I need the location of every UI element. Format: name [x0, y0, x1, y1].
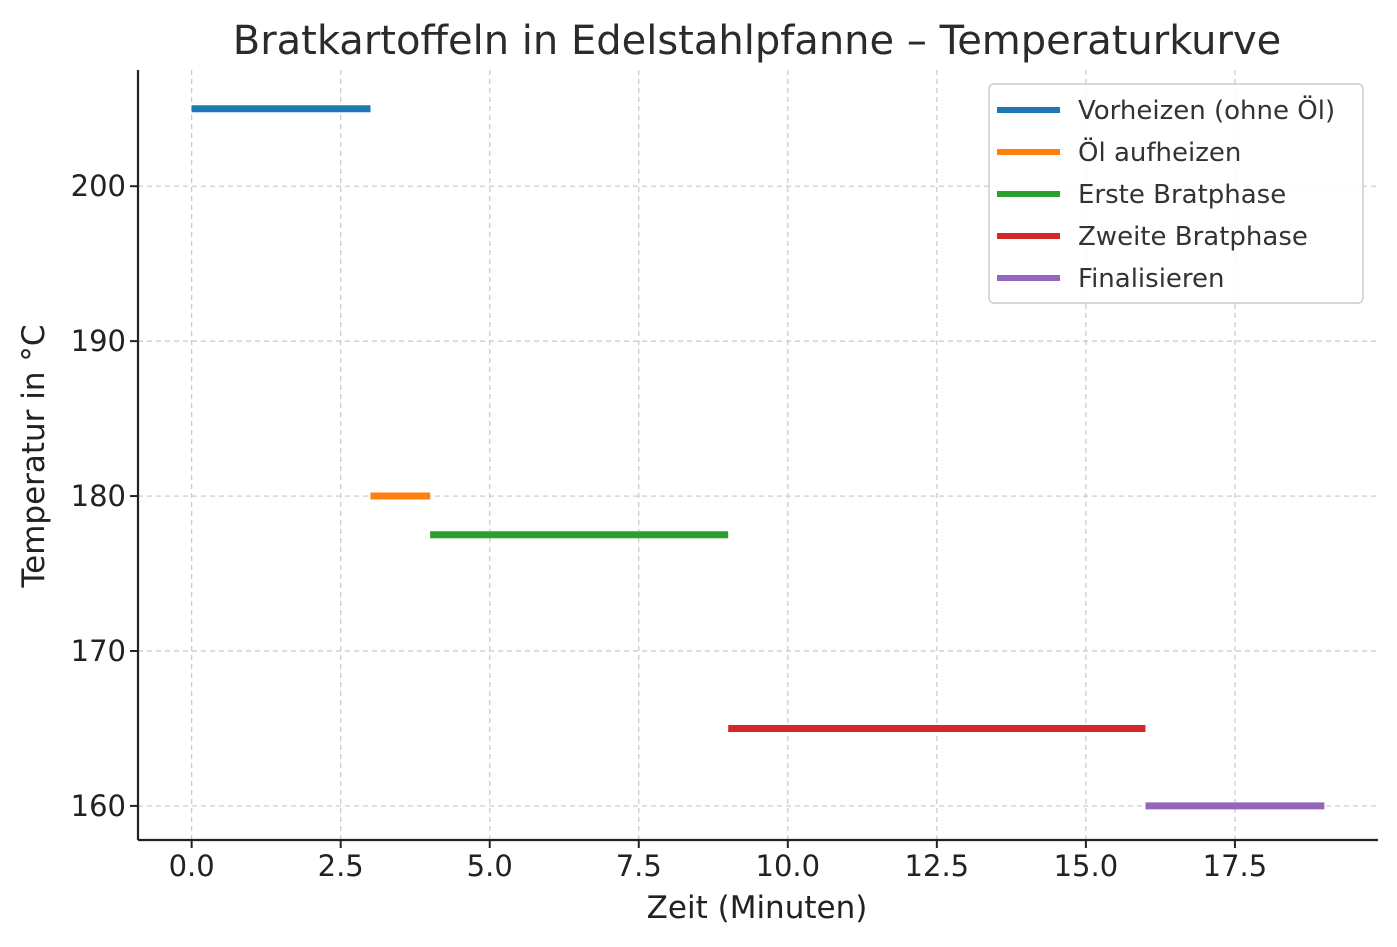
y-tick-label: 180	[71, 479, 126, 513]
x-tick-label: 2.5	[318, 849, 364, 883]
x-tick-label: 10.0	[756, 849, 821, 883]
legend-entry-label: Vorheizen (ohne Öl)	[1078, 94, 1335, 126]
legend-frame	[988, 83, 1364, 304]
chart-title: Bratkartoffeln in Edelstahlpfanne – Temp…	[233, 18, 1281, 64]
x-tick-label: 12.5	[905, 849, 970, 883]
y-tick-label: 170	[71, 634, 126, 668]
x-tick-label: 17.5	[1203, 849, 1268, 883]
y-tick-label: 160	[71, 789, 126, 823]
x-tick-label: 7.5	[616, 849, 662, 883]
x-axis-ticks: 0.0 2.5 5.0 7.5 10.0 12.5 15.0 17.5	[169, 840, 1268, 883]
x-axis-label: Zeit (Minuten)	[647, 890, 868, 926]
y-axis-label: Temperatur in °C	[16, 324, 52, 588]
y-tick-label: 200	[71, 169, 126, 203]
x-tick-label: 5.0	[467, 849, 513, 883]
y-tick-label: 190	[71, 324, 126, 358]
series-group	[191, 105, 1325, 810]
legend-entry-label: Öl aufheizen	[1078, 136, 1241, 168]
legend-entry-label: Erste Bratphase	[1078, 180, 1286, 210]
x-tick-label: 0.0	[169, 849, 215, 883]
legend-entry-label: Zweite Bratphase	[1078, 222, 1308, 252]
legend: Vorheizen (ohne Öl) Öl aufheizen Erste Bra…	[988, 83, 1364, 304]
x-tick-label: 15.0	[1054, 849, 1119, 883]
legend-entry-label: Finalisieren	[1078, 264, 1225, 294]
y-axis-ticks: 160 170 180 190 200	[71, 169, 138, 823]
